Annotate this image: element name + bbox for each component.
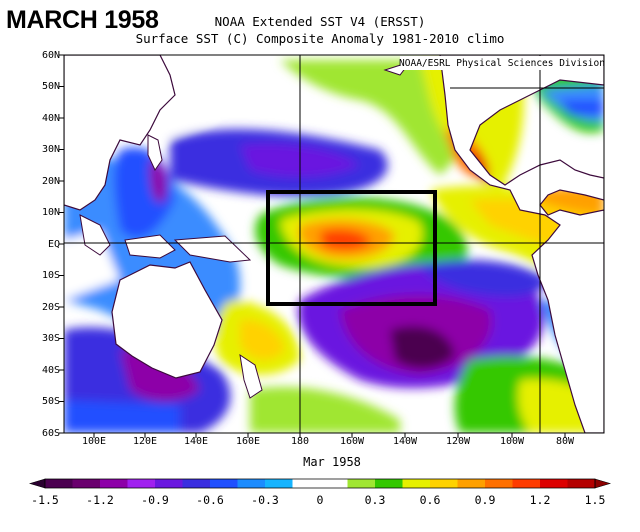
colorbar-cell	[210, 479, 238, 488]
lon-label-160e: 160E	[235, 436, 261, 447]
colorbar-cell	[72, 479, 101, 488]
lat-label-50s: 50S	[41, 396, 60, 407]
colorbar-cell	[375, 479, 403, 488]
lon-label-100w: 100W	[499, 436, 525, 447]
lat-label-60n: 60N	[41, 50, 60, 61]
lat-label-50n: 50N	[41, 81, 60, 92]
colorbar-cell	[512, 479, 541, 488]
lat-label-60s: 60S	[41, 428, 60, 439]
anomaly-field	[64, 55, 604, 433]
lon-label-120e: 120E	[132, 436, 158, 447]
region-box	[266, 190, 437, 306]
lat-label-20s: 20S	[41, 302, 60, 313]
lat-label-eq: EQ	[47, 239, 60, 250]
colorbar-cell	[457, 479, 486, 488]
lat-label-20n: 20N	[41, 176, 60, 187]
colorbar-cell	[430, 479, 458, 488]
colorbar-cell	[320, 479, 348, 488]
lat-label-10s: 10S	[41, 270, 60, 281]
colorbar-label-0-3: 0.3	[364, 493, 386, 507]
colorbar-label-zero: 0	[316, 493, 324, 507]
lon-label-80w: 80W	[555, 436, 575, 447]
colorbar-label-neg0-3: -0.3	[251, 493, 279, 507]
credit-box	[400, 56, 603, 70]
colorbar-cell	[567, 479, 596, 488]
colorbar-label-1-2: 1.2	[529, 493, 551, 507]
colorbar-cell	[347, 479, 376, 488]
colorbar-arrow-left	[28, 478, 46, 489]
lon-label-140e: 140E	[183, 436, 209, 447]
lon-label-140w: 140W	[392, 436, 418, 447]
colorbar-arrow-right	[594, 478, 612, 489]
colorbar-label-0-6: 0.6	[419, 493, 441, 507]
lat-label-40n: 40N	[41, 113, 60, 124]
lon-label-160w: 160W	[339, 436, 365, 447]
colorbar-cell	[540, 479, 568, 488]
colorbar-cell	[402, 479, 431, 488]
colorbar-cell	[485, 479, 513, 488]
colorbar-label-0-9: 0.9	[474, 493, 496, 507]
colorbar-cell	[45, 479, 73, 488]
plot-subtitle: Surface SST (C) Composite Anomaly 1981-2…	[135, 31, 505, 46]
colorbar-cell	[127, 479, 156, 488]
colorbar-cell	[292, 479, 321, 488]
colorbar	[28, 478, 612, 489]
x-axis-title: Mar 1958	[303, 455, 361, 469]
page-title: MARCH 1958	[6, 6, 159, 34]
colorbar-cell	[182, 479, 211, 488]
colorbar-cell	[237, 479, 266, 488]
colorbar-label-neg1-2: -1.2	[86, 493, 114, 507]
lat-label-40s: 40S	[41, 365, 60, 376]
lat-label-30n: 30N	[41, 144, 60, 155]
credit-label: NOAA/ESRL Physical Sciences Division	[399, 58, 605, 69]
lon-label-180: 180	[290, 436, 310, 447]
dataset-title: NOAA Extended SST V4 (ERSST)	[214, 14, 426, 29]
colorbar-cell	[100, 479, 128, 488]
axis-ticks	[59, 54, 566, 438]
colorbar-label-neg0-6: -0.6	[196, 493, 224, 507]
lat-label-30s: 30S	[41, 333, 60, 344]
colorbar-label-neg0-9: -0.9	[141, 493, 169, 507]
lon-label-100e: 100E	[81, 436, 107, 447]
colorbar-cell	[265, 479, 293, 488]
lon-label-120w: 120W	[445, 436, 471, 447]
colorbar-cell	[155, 479, 183, 488]
colorbar-label-1-5: 1.5	[584, 493, 606, 507]
colorbar-label-neg1-5: -1.5	[31, 493, 59, 507]
lat-label-10n: 10N	[41, 207, 60, 218]
